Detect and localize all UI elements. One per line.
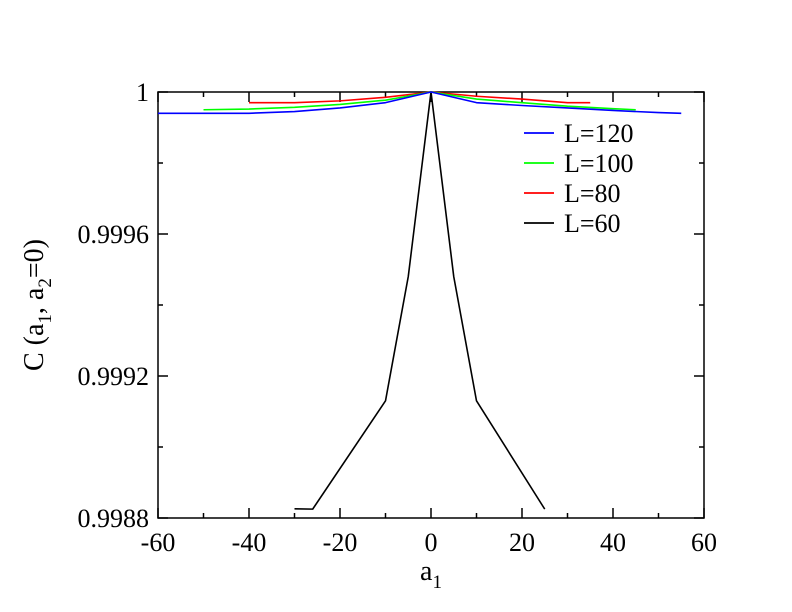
x-tick-label: 60 — [691, 528, 717, 557]
series-line-l-60 — [294, 91, 546, 510]
y-tick-label: 0.9996 — [78, 220, 150, 249]
series-lines — [158, 91, 682, 510]
x-axis-title: a1 — [420, 556, 442, 593]
series-line-l-120 — [158, 91, 682, 115]
legend-label: L=60 — [564, 209, 621, 238]
x-tick-label: 0 — [425, 528, 438, 557]
legend-label: L=80 — [564, 179, 621, 208]
y-axis-title: C (a1, a2=0) — [19, 239, 56, 371]
y-tick-label: 0.9992 — [78, 362, 150, 391]
legend-label: L=100 — [564, 149, 634, 178]
x-tick-label: 40 — [600, 528, 626, 557]
x-tick-label: -40 — [232, 528, 267, 557]
legend-label: L=120 — [564, 119, 634, 148]
axis-ticks — [157, 91, 705, 519]
x-tick-label: -60 — [141, 528, 176, 557]
x-tick-label: -20 — [323, 528, 358, 557]
y-tick-label: 0.9988 — [78, 504, 150, 533]
x-tick-label: 20 — [509, 528, 535, 557]
y-tick-label: 1 — [136, 78, 149, 107]
tick-labels: -60 -40 -20 0 20 40 60 0.9988 0.9992 0.9996 1 — [78, 78, 718, 557]
